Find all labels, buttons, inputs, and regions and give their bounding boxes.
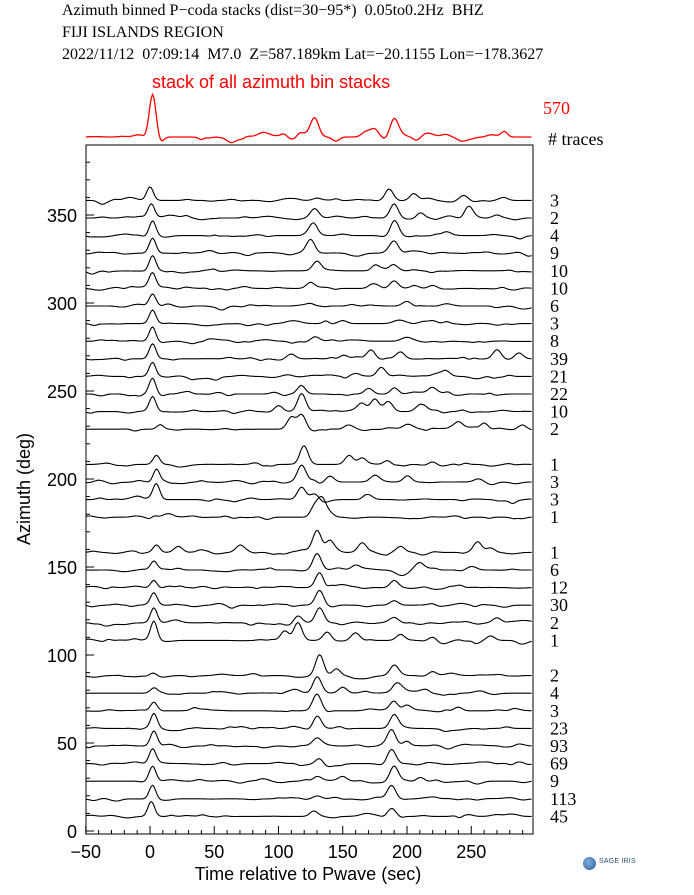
trace-count-label: 23 <box>550 718 568 738</box>
trace-count-label: 39 <box>550 349 568 369</box>
trace-count-label: 1 <box>550 454 559 474</box>
azimuth-trace <box>85 237 532 257</box>
trace-count-label: 10 <box>550 261 568 281</box>
x-tick-label: 250 <box>456 842 486 862</box>
azimuth-trace <box>85 572 532 590</box>
x-tick-label: 100 <box>263 842 293 862</box>
trace-count-label: 4 <box>550 226 559 246</box>
y-tick-label: 50 <box>57 734 77 754</box>
x-tick-label: 0 <box>145 842 155 862</box>
azimuth-trace <box>85 482 532 504</box>
azimuth-trace <box>85 589 532 609</box>
y-tick-label: 200 <box>47 470 77 490</box>
trace-count-label: 10 <box>550 402 568 422</box>
azimuth-trace <box>85 203 532 221</box>
azimuth-trace <box>85 800 532 819</box>
chart-title-line1: Azimuth binned P−coda stacks (dist=30−95… <box>62 2 484 19</box>
azimuth-trace <box>85 676 532 696</box>
trace-count-label: 3 <box>550 314 559 334</box>
trace-count-label: 45 <box>550 806 568 826</box>
trace-count-label: 1 <box>550 542 559 562</box>
azimuth-trace <box>85 495 532 520</box>
azimuth-trace <box>85 728 532 750</box>
trace-count-label: 3 <box>550 472 559 492</box>
azimuth-trace <box>85 271 532 291</box>
azimuth-trace <box>85 392 532 414</box>
trace-count-label: 30 <box>550 595 568 615</box>
azimuth-trace <box>85 219 532 240</box>
stack-count: 570 <box>543 98 570 118</box>
azimuth-trace <box>85 377 532 397</box>
stack-label: stack of all azimuth bin stacks <box>152 72 390 92</box>
trace-count-label: 113 <box>550 789 576 809</box>
azimuth-trace <box>85 464 532 486</box>
azimuth-trace <box>85 326 532 345</box>
azimuth-trace <box>85 529 532 556</box>
trace-count-label: 3 <box>550 490 559 510</box>
globe-icon <box>583 857 596 870</box>
azimuth-trace <box>85 293 532 311</box>
x-axis: −50 0 50 100 150 200 250 <box>70 826 524 862</box>
chart-title-line2: FIJI ISLANDS REGION <box>62 24 224 41</box>
trace-count-label: 8 <box>550 331 559 351</box>
trace-count-label: 6 <box>550 296 559 316</box>
trace-count-label: 3 <box>550 190 559 210</box>
trace-count-label: 1 <box>550 630 559 650</box>
azimuth-trace <box>85 309 532 327</box>
azimuth-trace <box>85 254 532 275</box>
trace-count-label: 4 <box>550 683 559 703</box>
stack-panel <box>85 92 532 144</box>
trace-count-label: 3 <box>550 701 559 721</box>
y-tick-label: 0 <box>67 822 77 842</box>
azimuth-trace <box>85 654 532 680</box>
azimuth-trace <box>85 784 532 802</box>
trace-count-header: # traces <box>548 129 603 149</box>
y-tick-label: 350 <box>47 206 77 226</box>
azimuth-trace <box>85 186 532 205</box>
sage-logo-text: SAGE IRIS <box>599 858 636 865</box>
x-tick-label: −50 <box>70 842 101 862</box>
trace-count-label: 2 <box>550 666 559 686</box>
trace-count-label: 12 <box>550 578 568 598</box>
y-tick-label: 300 <box>47 294 77 314</box>
x-tick-label: 50 <box>204 842 224 862</box>
plot-frame <box>85 144 534 835</box>
trace-count-label: 21 <box>550 366 568 386</box>
y-tick-label: 150 <box>47 558 77 578</box>
x-tick-label: 200 <box>392 842 422 862</box>
azimuth-trace <box>85 413 532 432</box>
trace-count-label: 2 <box>550 208 559 228</box>
y-axis-label: Azimuth (deg) <box>14 433 34 545</box>
trace-count-label: 2 <box>550 419 559 439</box>
azimuth-trace <box>85 620 532 645</box>
x-tick-label: 150 <box>328 842 358 862</box>
trace-count-label: 6 <box>550 560 559 580</box>
y-tick-label: 250 <box>47 382 77 402</box>
y-axis: 0 50 100 150 200 250 300 350 <box>47 161 94 842</box>
azimuth-trace <box>85 445 532 468</box>
sage-logo: SAGE IRIS <box>583 856 643 872</box>
stack-trace <box>85 92 532 144</box>
y-tick-label: 100 <box>47 646 77 666</box>
azimuth-trace <box>85 552 532 577</box>
trace-count-label: 10 <box>550 278 568 298</box>
azimuth-trace <box>85 712 532 733</box>
azimuth-trace <box>85 361 532 381</box>
trace-count-label: 93 <box>550 736 568 756</box>
trace-count-label: 1 <box>550 507 559 527</box>
azimuth-trace <box>85 343 532 361</box>
azimuth-trace <box>85 693 532 713</box>
chart-title-line3: 2022/11/12 07:09:14 M7.0 Z=587.189km Lat… <box>62 46 544 63</box>
trace-count-label: 9 <box>550 771 559 791</box>
trace-count-label: 22 <box>550 384 568 404</box>
azimuth-trace <box>85 765 532 785</box>
trace-count-label: 2 <box>550 613 559 633</box>
trace-count-label: 69 <box>550 754 568 774</box>
trace-group: 3249101063839212210213311612302124323936… <box>85 186 576 826</box>
azimuth-trace <box>85 747 532 768</box>
azimuth-trace <box>85 607 532 627</box>
x-axis-label: Time relative to Pwave (sec) <box>195 864 421 884</box>
trace-count-label: 9 <box>550 243 559 263</box>
